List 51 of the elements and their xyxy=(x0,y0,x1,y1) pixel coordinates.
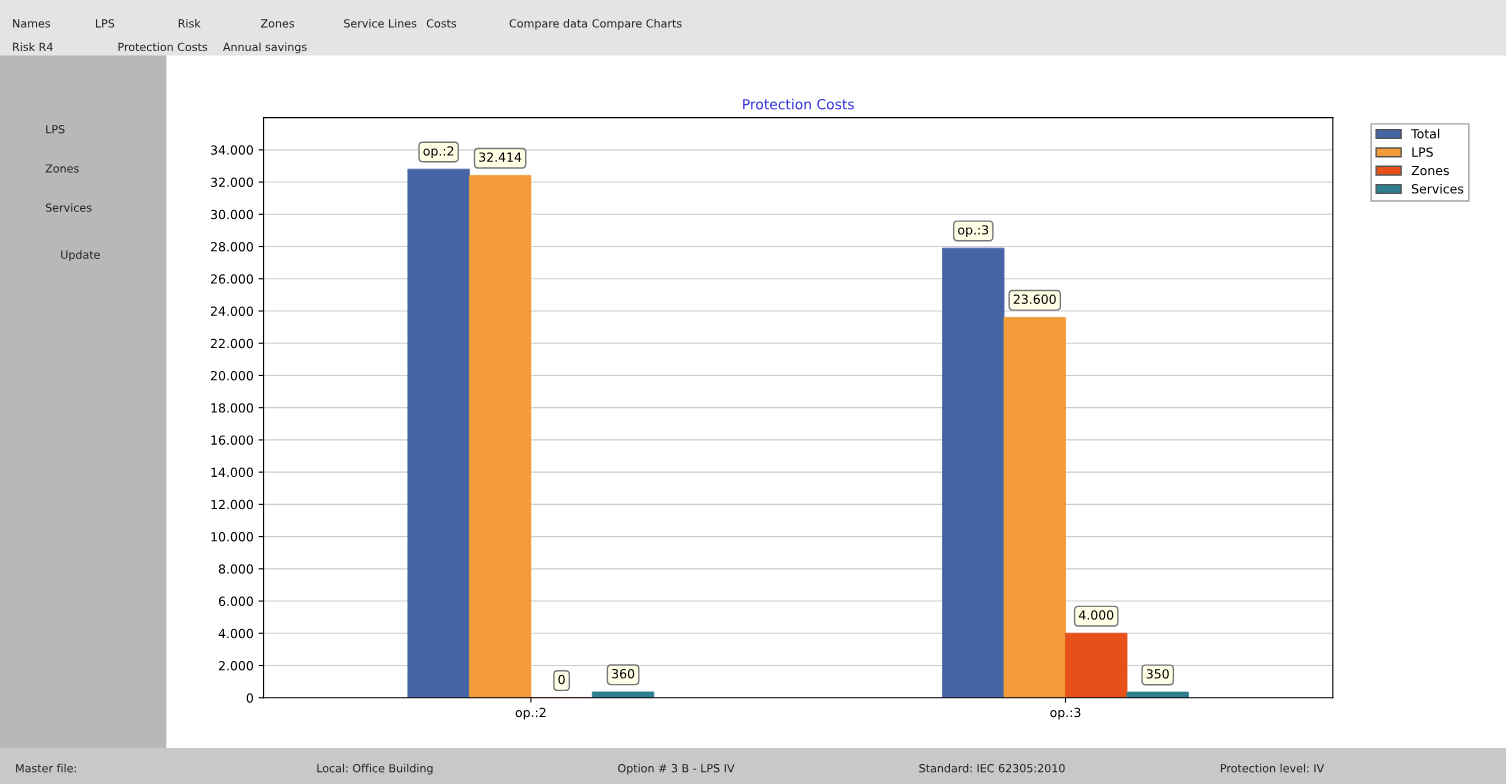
text: Protection level: IV xyxy=(1220,763,1325,773)
y-tick-label: 6.000 xyxy=(218,596,253,606)
data-label: 350 xyxy=(1146,669,1169,679)
y-tick-label: 2.000 xyxy=(218,661,253,671)
text: Names xyxy=(13,19,51,28)
text: LPS xyxy=(46,125,65,134)
data-label: 360 xyxy=(612,668,635,679)
legend-label: Zones xyxy=(1411,165,1449,176)
data-label: 0 xyxy=(558,674,565,685)
y-tick-label: 20.000 xyxy=(211,370,253,381)
annotation: op.:3 xyxy=(958,225,989,238)
text: Update xyxy=(61,250,100,262)
y-tick-label: 30.000 xyxy=(211,209,253,220)
text: Costs xyxy=(426,19,457,28)
text: Local: Office Building xyxy=(317,763,433,775)
chart-title: Protection Costs xyxy=(743,98,854,110)
y-tick-label: 10.000 xyxy=(211,532,253,542)
y-tick-label: 32.000 xyxy=(211,177,253,187)
y-tick-label: 16.000 xyxy=(211,435,253,445)
y-tick-label: 34.000 xyxy=(211,145,253,155)
y-tick-label: 14.000 xyxy=(211,467,253,478)
text: Master file: xyxy=(16,763,76,773)
text: Compare data xyxy=(509,19,587,30)
data-label: 4.000 xyxy=(1078,610,1114,620)
legend-label: Total xyxy=(1411,128,1440,139)
text: Zones xyxy=(45,164,79,173)
y-tick-label: 26.000 xyxy=(211,274,253,284)
text: Annual savings xyxy=(222,42,307,54)
text: Zones xyxy=(261,19,295,28)
y-tick-label: 12.000 xyxy=(211,499,253,510)
y-tick-label: 4.000 xyxy=(218,628,253,639)
y-tick-label: 18.000 xyxy=(211,403,253,413)
y-tick-label: 0 xyxy=(246,693,253,703)
y-tick-label: 8.000 xyxy=(218,564,253,574)
y-tick-label: 28.000 xyxy=(211,242,253,252)
text: Compare Charts xyxy=(592,19,682,30)
text: Standard: IEC 62305:2010 xyxy=(919,763,1065,773)
text: Option # 3 B - LPS IV xyxy=(618,763,735,775)
legend-label: LPS xyxy=(1412,147,1433,157)
text: Services xyxy=(45,203,92,212)
text: LPS xyxy=(95,19,115,28)
y-tick-label: 22.000 xyxy=(211,338,253,349)
y-tick-label: 24.000 xyxy=(211,306,253,316)
data-label: 23.600 xyxy=(1013,294,1056,304)
legend-label: Services xyxy=(1411,183,1464,194)
text: Protection Costs xyxy=(118,42,208,52)
text: Risk R4 xyxy=(13,42,53,52)
data-label: 32.414 xyxy=(479,152,522,162)
annotation: op.:2 xyxy=(423,146,454,159)
text: Risk xyxy=(178,19,201,28)
text: Service Lines xyxy=(344,19,417,28)
